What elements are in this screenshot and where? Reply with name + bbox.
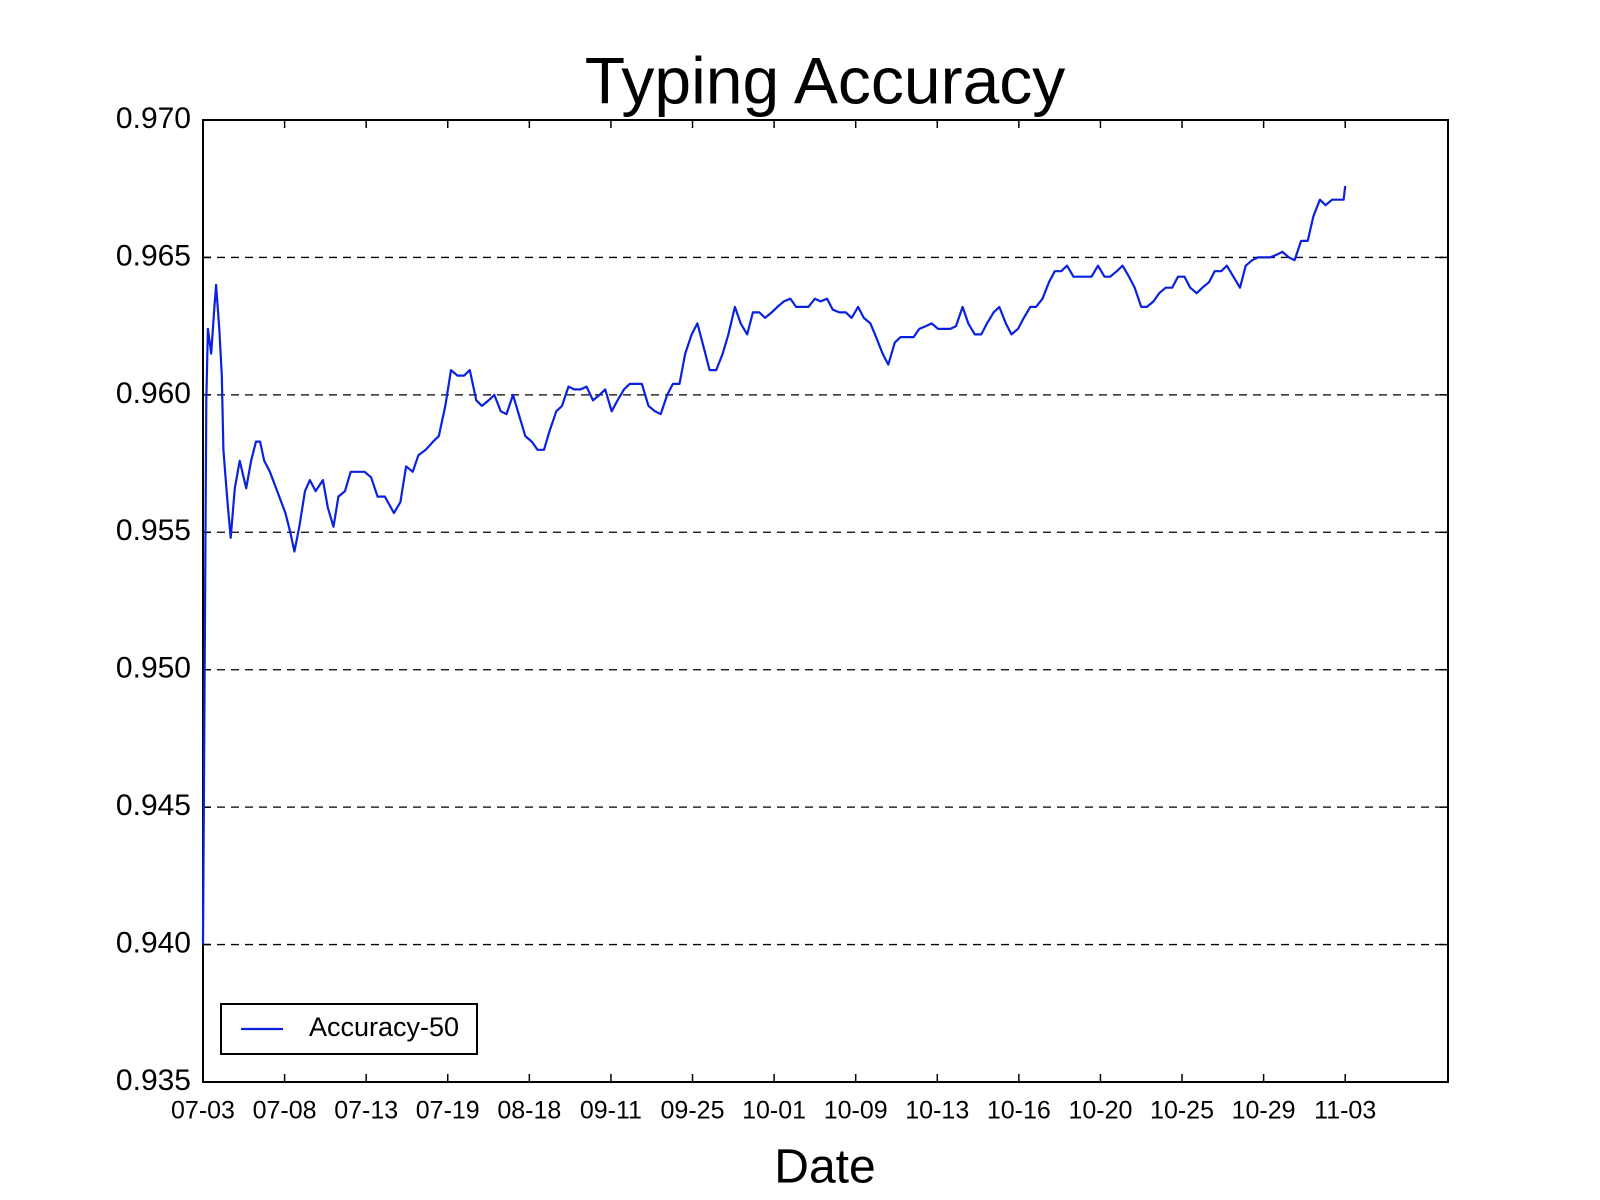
x-tick-label: 07-13	[334, 1097, 398, 1125]
y-tick-label: 0.955	[116, 514, 191, 547]
plot-frame	[202, 119, 1449, 1083]
x-axis-label: Date	[774, 1141, 875, 1194]
x-tick-label: 10-09	[824, 1097, 888, 1125]
x-tick-label: 11-03	[1314, 1097, 1376, 1125]
y-tick-label: 0.960	[116, 377, 191, 410]
y-tick-label: 0.945	[116, 789, 191, 822]
x-tick-label: 07-19	[416, 1097, 480, 1125]
data-line	[201, 185, 1347, 945]
y-tick-label: 0.950	[116, 652, 191, 685]
x-tick-label: 08-18	[497, 1097, 561, 1125]
legend-label: Accuracy-50	[309, 1012, 459, 1042]
x-tick-label: 10-29	[1232, 1097, 1296, 1125]
x-tick-label: 07-08	[253, 1097, 317, 1125]
x-tick-label: 10-20	[1068, 1097, 1132, 1125]
x-tick-label: 07-03	[171, 1097, 235, 1125]
x-tick-label: 09-25	[661, 1097, 725, 1125]
x-tick-label: 10-01	[742, 1097, 806, 1125]
y-tick-label: 0.935	[116, 1064, 191, 1097]
x-tick-label: 09-11	[580, 1097, 642, 1125]
y-tick-label: 0.965	[116, 239, 191, 272]
x-tick-label: 10-13	[905, 1097, 969, 1125]
x-tick-label: 10-16	[987, 1097, 1051, 1125]
y-tick-label: 0.940	[116, 926, 191, 959]
x-tick-label: 10-25	[1150, 1097, 1214, 1125]
chart-title: Typing Accuracy	[585, 43, 1066, 117]
y-tick-label: 0.970	[116, 102, 191, 135]
